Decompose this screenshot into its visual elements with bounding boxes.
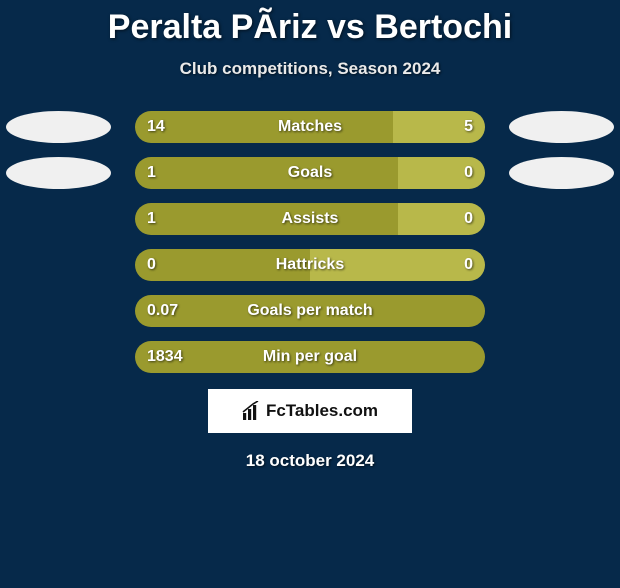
- stat-row: 14Matches5: [0, 111, 620, 143]
- stat-row: 1Goals0: [0, 157, 620, 189]
- stat-value-right: 5: [464, 111, 473, 143]
- stat-label: Min per goal: [135, 341, 485, 373]
- stat-label: Matches: [135, 111, 485, 143]
- stat-label: Goals: [135, 157, 485, 189]
- player2-avatar-placeholder: [509, 111, 614, 143]
- brand-text: FcTables.com: [266, 401, 378, 421]
- player2-avatar-placeholder: [509, 157, 614, 189]
- vs-text: vs: [327, 8, 365, 46]
- stat-row: 0.07Goals per match: [0, 295, 620, 327]
- stat-label: Assists: [135, 203, 485, 235]
- stat-label: Hattricks: [135, 249, 485, 281]
- player1-name: Peralta PÃ­riz: [108, 8, 318, 46]
- player1-avatar-placeholder: [6, 111, 111, 143]
- subtitle: Club competitions, Season 2024: [0, 59, 620, 79]
- stats-container: 14Matches51Goals01Assists00Hattricks00.0…: [0, 111, 620, 373]
- player1-avatar-placeholder: [6, 157, 111, 189]
- brand-badge: FcTables.com: [208, 389, 412, 433]
- footer-date: 18 october 2024: [0, 451, 620, 471]
- chart-icon: [242, 401, 262, 421]
- stat-row: 1Assists0: [0, 203, 620, 235]
- stat-value-right: 0: [464, 249, 473, 281]
- comparison-title: Peralta PÃ­riz vs Bertochi: [0, 8, 620, 47]
- stat-row: 0Hattricks0: [0, 249, 620, 281]
- stat-label: Goals per match: [135, 295, 485, 327]
- player2-name: Bertochi: [374, 8, 512, 46]
- stat-value-right: 0: [464, 203, 473, 235]
- stat-row: 1834Min per goal: [0, 341, 620, 373]
- stat-value-right: 0: [464, 157, 473, 189]
